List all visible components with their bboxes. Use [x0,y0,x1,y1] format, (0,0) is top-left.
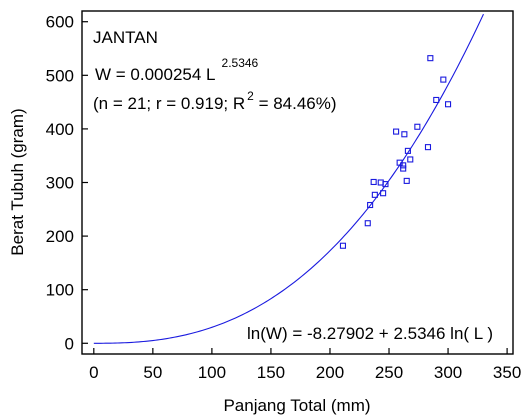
data-point [414,123,421,130]
annotation-log-equation: ln(W) = -8.27902 + 2.5346 ln( L ) [247,324,493,343]
x-tick-label: 150 [257,363,285,382]
annotation-power-equation: W = 0.000254 L2.5346 [95,56,259,84]
data-point [440,76,447,83]
x-tick-label: 200 [316,363,344,382]
data-point [370,178,377,186]
x-tick-label: 250 [375,363,403,382]
x-axis-label: Panjang Total (mm) [223,396,370,415]
y-tick-label: 600 [46,13,74,32]
data-point [364,220,371,227]
data-point [445,101,452,108]
y-tick-label: 100 [46,281,74,300]
data-point [371,191,378,198]
data-point [404,147,411,154]
data-point [427,55,434,62]
y-axis-label: Berat Tubuh (gram) [8,108,27,255]
x-axis-ticks: 0 50 100 150 200 250 300 350 [89,348,521,382]
y-tick-label: 400 [46,120,74,139]
data-points-layer [339,55,452,249]
x-tick-label: 50 [143,363,162,382]
y-tick-label: 300 [46,174,74,193]
data-point [424,144,432,151]
annotation-group-label: JANTAN [93,28,158,47]
data-point [407,156,414,163]
data-point [400,162,407,169]
y-axis-ticks: 0 100 200 300 400 500 600 [46,13,88,353]
data-point [382,181,389,188]
data-point [367,201,374,209]
data-point [400,165,407,172]
data-point [380,190,387,197]
y-tick-label: 200 [46,227,74,246]
x-tick-label: 300 [434,363,462,382]
data-point [401,131,408,138]
fit-curve [93,13,484,344]
plot-area-frame [81,10,514,355]
data-point [433,96,440,104]
data-point [403,177,410,184]
x-tick-label: 100 [198,363,226,382]
x-tick-label: 350 [493,363,521,382]
x-tick-label: 0 [89,363,98,382]
data-point [393,128,400,135]
fit-curve-layer [93,13,484,344]
y-tick-label: 0 [65,334,74,353]
y-tick-label: 500 [46,66,74,85]
data-point [339,242,347,249]
